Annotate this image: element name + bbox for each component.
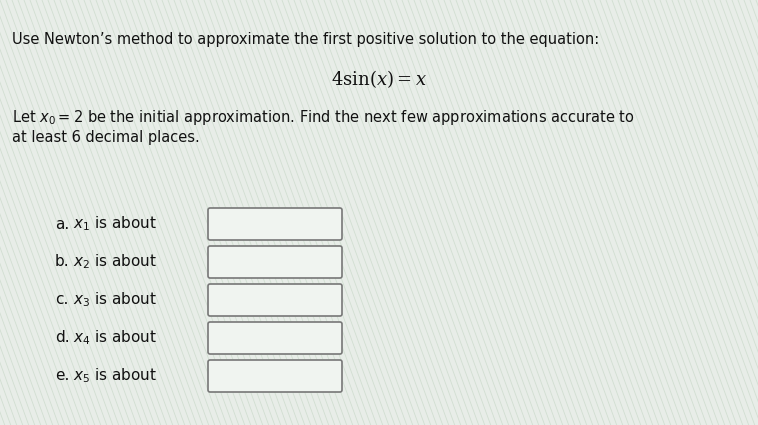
FancyBboxPatch shape bbox=[208, 284, 342, 316]
FancyBboxPatch shape bbox=[208, 322, 342, 354]
Text: Use Newton’s method to approximate the first positive solution to the equation:: Use Newton’s method to approximate the f… bbox=[12, 32, 600, 47]
Text: $x_5$ is about: $x_5$ is about bbox=[73, 367, 157, 385]
Text: d.: d. bbox=[55, 331, 70, 346]
Text: $x_2$ is about: $x_2$ is about bbox=[73, 252, 157, 271]
FancyBboxPatch shape bbox=[208, 360, 342, 392]
Text: a.: a. bbox=[55, 216, 69, 232]
Text: c.: c. bbox=[55, 292, 68, 308]
Text: e.: e. bbox=[55, 368, 70, 383]
Text: $4\sin(x) = x$: $4\sin(x) = x$ bbox=[331, 68, 427, 90]
Text: $x_4$ is about: $x_4$ is about bbox=[73, 329, 157, 347]
FancyBboxPatch shape bbox=[208, 208, 342, 240]
FancyBboxPatch shape bbox=[208, 246, 342, 278]
Text: $x_1$ is about: $x_1$ is about bbox=[73, 215, 157, 233]
Text: b.: b. bbox=[55, 255, 70, 269]
Text: $x_3$ is about: $x_3$ is about bbox=[73, 291, 157, 309]
Text: Let $x_0 = 2$ be the initial approximation. Find the next few approximations acc: Let $x_0 = 2$ be the initial approximati… bbox=[12, 108, 635, 127]
Text: at least 6 decimal places.: at least 6 decimal places. bbox=[12, 130, 200, 145]
